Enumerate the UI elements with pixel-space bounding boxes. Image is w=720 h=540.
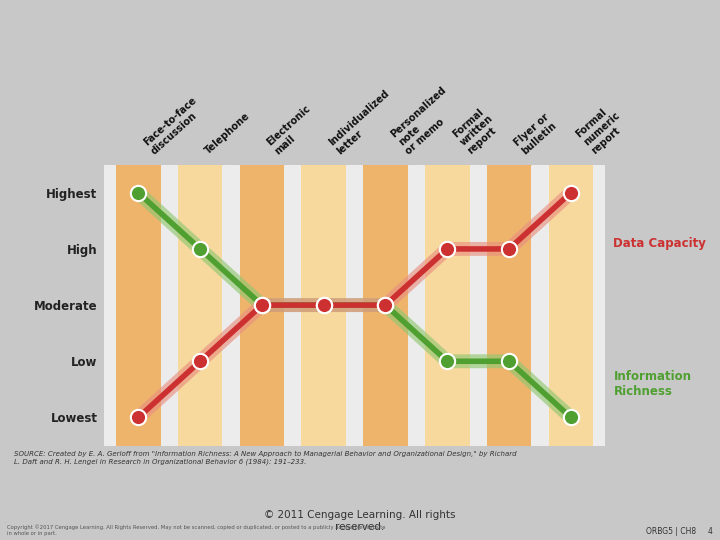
Polygon shape	[240, 109, 295, 165]
Bar	[116, 165, 161, 446]
Polygon shape	[116, 109, 172, 165]
Text: Electronic
mail: Electronic mail	[265, 104, 320, 156]
Text: Personalized
note
or memo: Personalized note or memo	[389, 84, 464, 156]
Bar	[487, 165, 531, 446]
Text: © 2011 Cengage Learning. All rights
reserved.: © 2011 Cengage Learning. All rights rese…	[264, 510, 456, 532]
Text: Face-to-face
discussion: Face-to-face discussion	[141, 95, 206, 156]
Polygon shape	[178, 109, 233, 165]
Text: Formal
numeric
report: Formal numeric report	[574, 102, 629, 156]
Text: Copyright ©2017 Cengage Learning. All Rights Reserved. May not be scanned, copie: Copyright ©2017 Cengage Learning. All Ri…	[7, 524, 386, 536]
Bar	[302, 165, 346, 446]
Bar	[178, 165, 222, 446]
Polygon shape	[364, 109, 419, 165]
Text: ORBG5 | CH8     4: ORBG5 | CH8 4	[646, 526, 713, 536]
Bar	[364, 165, 408, 446]
Text: Information
Richness: Information Richness	[613, 370, 691, 398]
Text: SOURCE: Created by E. A. Gerloff from "Information Richness: A New Approach to M: SOURCE: Created by E. A. Gerloff from "I…	[14, 451, 517, 464]
Polygon shape	[549, 109, 604, 165]
Bar	[425, 165, 469, 446]
Text: Formal
written
report: Formal written report	[450, 105, 503, 156]
Bar	[549, 165, 593, 446]
Bar	[240, 165, 284, 446]
Polygon shape	[487, 109, 542, 165]
Text: Data Capacity: Data Capacity	[613, 237, 706, 250]
Text: Telephone: Telephone	[203, 111, 252, 156]
Polygon shape	[425, 109, 481, 165]
Text: Individualized
letter: Individualized letter	[327, 88, 399, 156]
Text: Flyer or
bulletin: Flyer or bulletin	[512, 112, 559, 156]
Polygon shape	[302, 109, 357, 165]
